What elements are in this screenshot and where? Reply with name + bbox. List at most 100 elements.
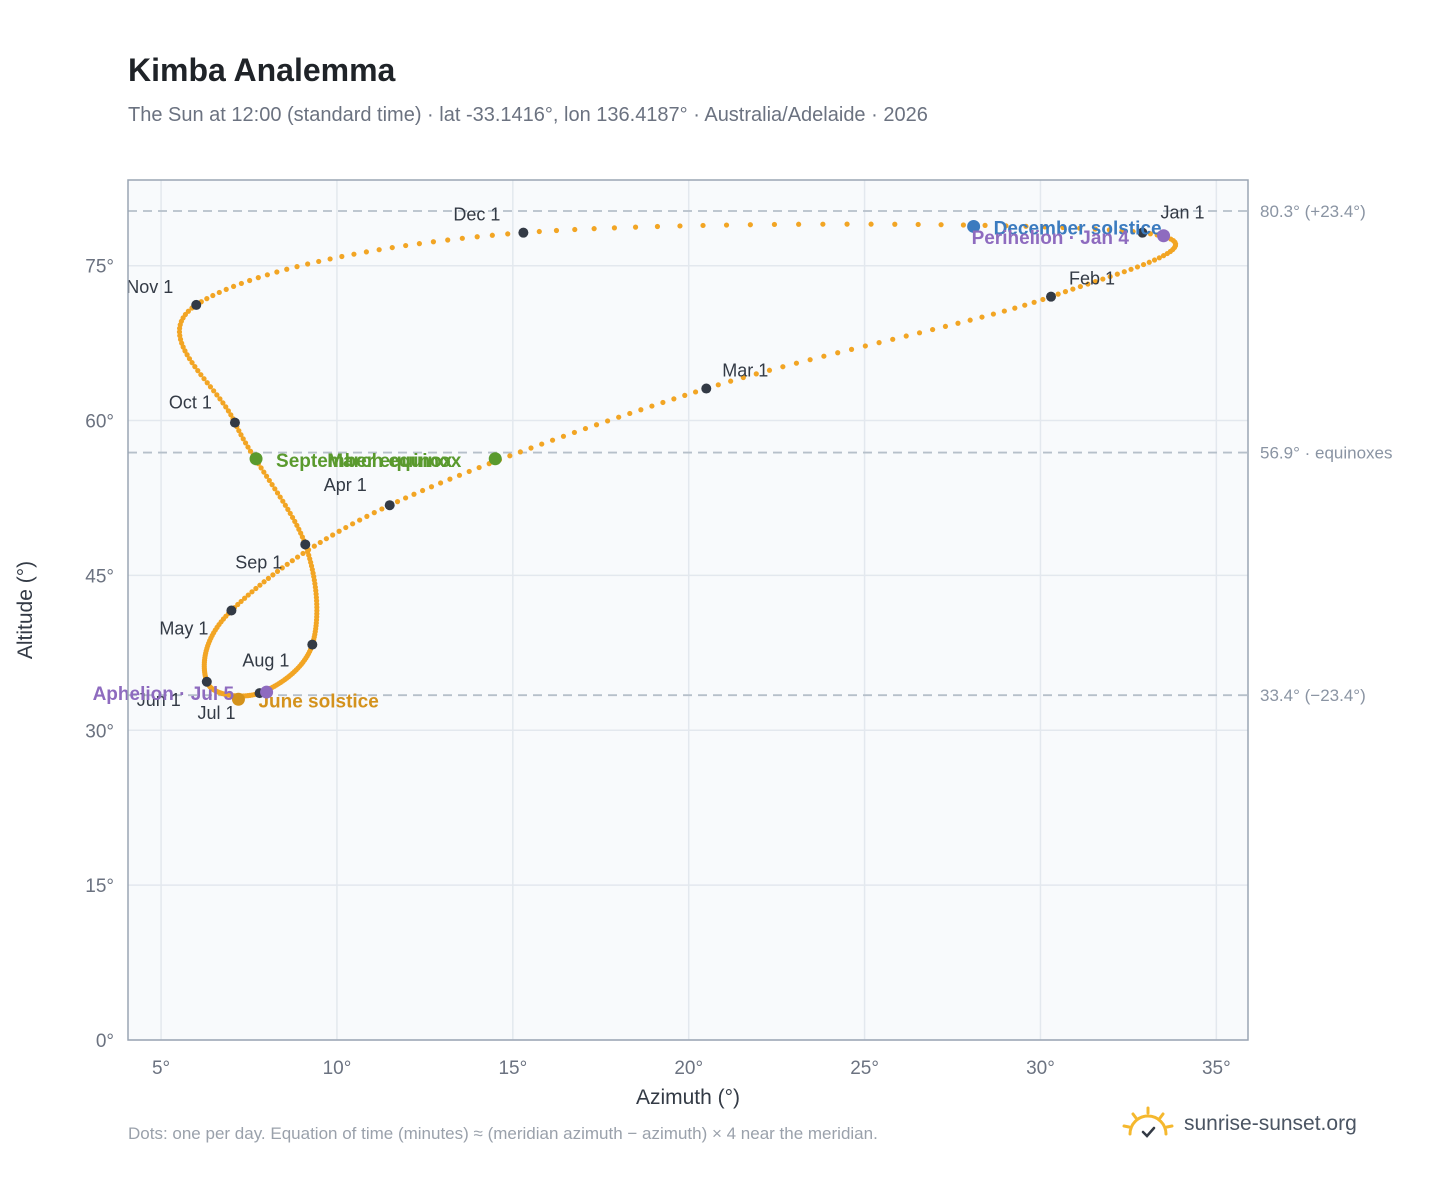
- daily-sun-dot: [257, 582, 263, 588]
- daily-sun-dot: [582, 425, 589, 432]
- reference-lines: 80.3° (+23.4°) 56.9° · equinoxes 33.4° (−2…: [128, 202, 1393, 705]
- daily-sun-dot: [1077, 225, 1083, 231]
- daily-sun-dot: [282, 502, 288, 508]
- special-point-label: Perihelion · Jan 4: [972, 228, 1130, 249]
- daily-sun-dot: [1119, 228, 1125, 234]
- daily-sun-dot: [1012, 305, 1018, 311]
- sun-icon: [1122, 1106, 1174, 1138]
- month-marker-label: Jan 1: [1160, 203, 1204, 223]
- daily-sun-dot: [216, 289, 222, 296]
- daily-sun-dot: [942, 323, 949, 330]
- daily-sun-dot: [1060, 224, 1066, 231]
- daily-sun-dot: [766, 367, 773, 373]
- daily-sun-dot: [1156, 255, 1162, 261]
- chart-subtitle: The Sun at 12:00 (standard time) · lat -…: [128, 104, 928, 126]
- special-point-label: June solstice: [258, 691, 378, 712]
- daily-sun-dot: [700, 222, 706, 229]
- month-marker: [229, 417, 240, 428]
- daily-sun-dot: [723, 222, 730, 228]
- month-marker-label: Jul 1: [198, 703, 236, 723]
- daily-sun-dot: [1023, 223, 1029, 229]
- y-axis-label: Altitude (°): [14, 561, 37, 659]
- reference-line-label: 56.9° · equinoxes: [1260, 444, 1393, 463]
- special-point-label: March equinox: [327, 451, 462, 472]
- daily-sun-dot: [753, 371, 759, 377]
- daily-sun-dot: [350, 521, 356, 527]
- daily-sun-dot: [403, 242, 409, 249]
- daily-sun-dot: [437, 480, 444, 486]
- daily-sun-dot: [201, 376, 207, 382]
- special-point-marker: [231, 692, 245, 706]
- daily-sun-dot: [476, 464, 482, 471]
- daily-sun-dot: [517, 449, 523, 455]
- daily-sun-dot: [184, 352, 190, 358]
- month-marker: [226, 605, 237, 616]
- daily-sun-dot: [351, 251, 357, 257]
- daily-sun-dot: [195, 368, 201, 374]
- daily-sun-dot: [591, 226, 597, 232]
- daily-sun-dot: [1062, 289, 1069, 295]
- daily-sun-dot: [428, 484, 435, 490]
- axis-ticks: 5° 10° 15° 20° 25° 30° 35° 0° 15° 30° 45° 60° 75°: [85, 257, 1230, 1079]
- daily-sun-dot: [249, 589, 255, 595]
- daily-sun-dot: [1130, 229, 1136, 235]
- daily-sun-dot: [528, 445, 534, 451]
- month-marker-label: Nov 1: [126, 277, 173, 297]
- daily-sun-dot: [627, 410, 633, 417]
- daily-sun-dot: [1040, 296, 1046, 303]
- brand-logo[interactable]: sunrise-sunset.org: [1120, 1104, 1357, 1144]
- month-marker: [191, 299, 202, 310]
- daily-sun-dot: [280, 498, 286, 504]
- daily-sun-dot: [204, 296, 210, 302]
- daily-sun-dot: [447, 476, 453, 482]
- daily-sun-dot: [198, 372, 204, 378]
- x-tick-label: 15°: [498, 1058, 527, 1079]
- month-marker: [1046, 291, 1057, 302]
- daily-sun-dot: [571, 429, 578, 436]
- daily-sun-dot: [1147, 231, 1153, 237]
- daily-sun-dot: [323, 536, 329, 542]
- daily-sun-dot: [1055, 291, 1061, 297]
- daily-sun-dot: [740, 374, 746, 381]
- daily-sun-dot: [292, 518, 298, 524]
- daily-sun-dot: [793, 360, 800, 366]
- daily-sun-dot: [265, 575, 272, 581]
- daily-sun-dot: [807, 357, 813, 363]
- daily-sun-dot: [930, 326, 936, 333]
- daily-sun-dot: [1042, 224, 1048, 230]
- y-tick-label: 30°: [85, 721, 114, 742]
- daily-sun-dot: [771, 221, 778, 228]
- daily-sun-dot: [238, 598, 244, 605]
- daily-sun-dot: [255, 275, 261, 281]
- daily-sun-dot: [1160, 253, 1167, 259]
- daily-sun-dot: [274, 568, 281, 574]
- daily-sun-dot: [747, 222, 753, 228]
- daily-sun-dot: [876, 340, 882, 346]
- daily-sun-dot: [611, 225, 618, 231]
- daily-sun-dot: [507, 453, 513, 459]
- month-marker-label: Dec 1: [453, 205, 500, 225]
- daily-sun-dot: [274, 269, 280, 275]
- daily-sun-dot: [253, 585, 259, 592]
- daily-sun-dot: [263, 473, 270, 479]
- daily-sun-dot: [489, 232, 495, 238]
- daily-sun-dot: [715, 382, 721, 388]
- month-marker-label: Sep 1: [235, 552, 282, 572]
- daily-sun-dot: [1003, 223, 1009, 229]
- month-marker-label: Apr 1: [324, 475, 367, 495]
- special-point-marker: [488, 452, 502, 466]
- daily-sun-dot: [560, 433, 567, 439]
- daily-sun-dot: [1092, 278, 1098, 285]
- daily-sun-dot: [204, 380, 210, 386]
- reference-line-label: 33.4° (−23.4°): [1260, 686, 1366, 705]
- y-tick-label: 45°: [85, 566, 114, 587]
- month-marker: [1137, 227, 1148, 238]
- daily-sun-dot: [572, 226, 578, 233]
- month-marker: [307, 639, 318, 650]
- daily-sun-dot: [1134, 264, 1141, 270]
- daily-sun-dot: [1077, 283, 1083, 290]
- daily-sun-dot: [238, 432, 244, 438]
- daily-sun-dot: [289, 558, 295, 564]
- daily-sun-dot: [189, 360, 195, 366]
- daily-sun-dot: [1114, 271, 1120, 277]
